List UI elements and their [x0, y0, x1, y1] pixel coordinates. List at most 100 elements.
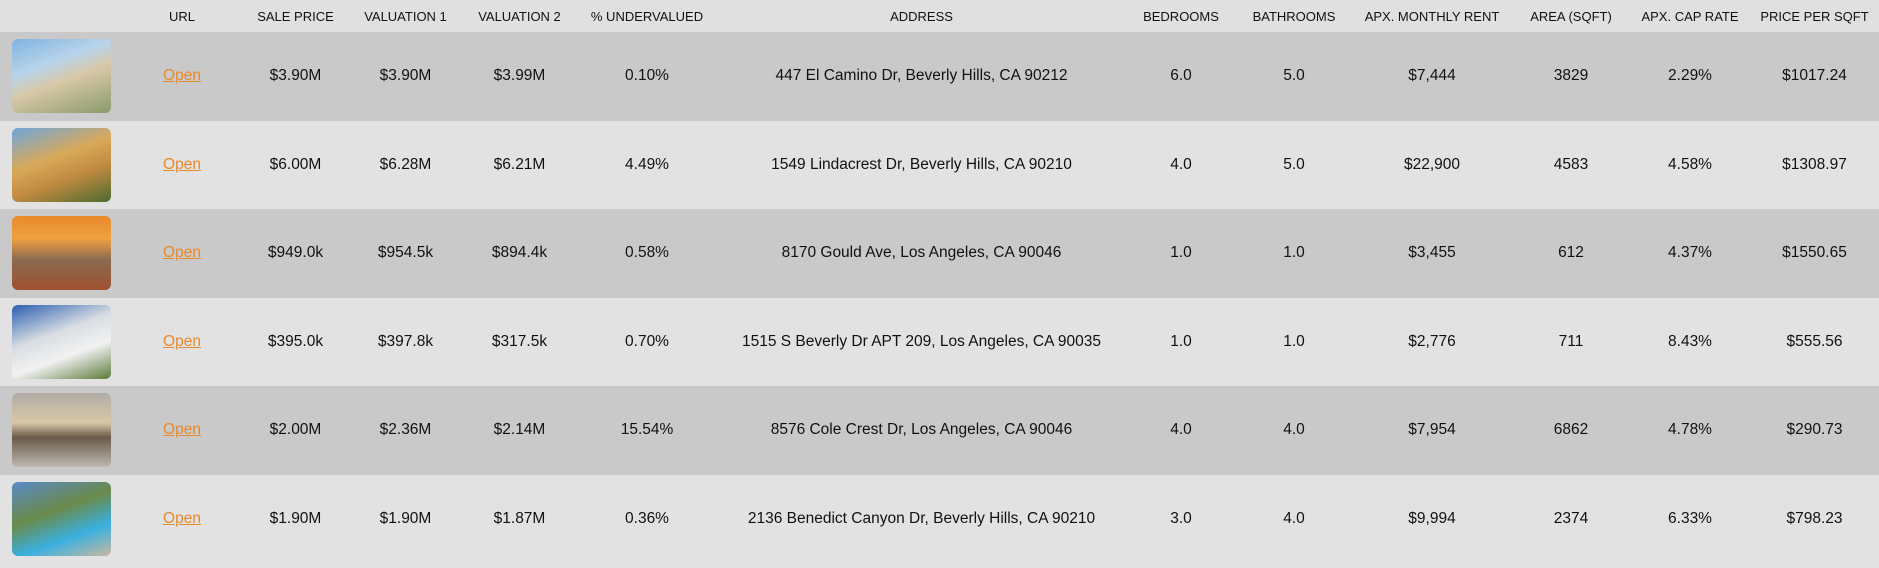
table-cell: Open	[122, 474, 242, 563]
cell-text: $894.4k	[491, 244, 548, 262]
cell-text: 8576 Cole Crest Dr, Los Angeles, CA 9004…	[770, 421, 1073, 439]
table-cell: 447 El Camino Dr, Beverly Hills, CA 9021…	[717, 32, 1126, 121]
table-cell: 612	[1512, 209, 1630, 298]
table-cell: $2.36M	[349, 386, 462, 475]
table-cell: 1.0	[1236, 297, 1352, 386]
table-cell: $1550.65	[1750, 209, 1879, 298]
cell-text: 0.10%	[625, 67, 669, 85]
header-cell: AREA (SQFT)	[1512, 0, 1630, 32]
cell-text: 4583	[1553, 155, 1589, 173]
cell-text: $954.5k	[377, 244, 434, 262]
table-row: Open $3.90M $3.90M $3.99M 0.10% 447 El Camino…	[0, 32, 1879, 121]
cell-text: $3.99M	[493, 67, 546, 85]
cell-text: $2.36M	[379, 421, 432, 439]
photo-cell	[0, 297, 122, 386]
table-cell: $9,994	[1352, 474, 1512, 563]
table-cell: $22,900	[1352, 120, 1512, 209]
table-cell: $7,954	[1352, 386, 1512, 475]
table-cell: 2136 Benedict Canyon Dr, Beverly Hills, …	[717, 474, 1126, 563]
cell-text: $3.90M	[269, 67, 322, 85]
table-cell: $3.90M	[242, 32, 349, 121]
header-row: URL SALE PRICE VALUATION 1 VALUATION 2% UND…	[0, 0, 1879, 32]
table-cell: 3.0	[1126, 474, 1236, 563]
table-cell: Open	[122, 386, 242, 475]
cell-text: 5.0	[1283, 155, 1305, 173]
table-cell: Open	[122, 120, 242, 209]
cell-text: $6.28M	[379, 155, 432, 173]
cell-text: $397.8k	[377, 332, 434, 350]
cell-text: $1308.97	[1782, 155, 1847, 173]
table-cell: 711	[1512, 297, 1630, 386]
cell-text: 1515 S Beverly Dr APT 209, Los Angeles, …	[741, 332, 1102, 350]
header-cell: % UNDERVALUED	[577, 0, 717, 32]
open-link[interactable]: Open	[163, 67, 201, 85]
cell-text: 3.0	[1170, 509, 1192, 527]
cell-text: 8.43%	[1668, 332, 1712, 350]
header-cell: ADDRESS	[717, 0, 1126, 32]
cell-text: $290.73	[1786, 421, 1843, 439]
cell-text: 1.0	[1283, 244, 1305, 262]
photo-cell	[0, 209, 122, 298]
table-row: Open $6.00M $6.28M $6.21M 4.49% 1549 Lindacre…	[0, 120, 1879, 209]
table-cell: 4.0	[1126, 120, 1236, 209]
table-cell: $949.0k	[242, 209, 349, 298]
cell-text: 4.0	[1283, 509, 1305, 527]
cell-text: 2.29%	[1668, 67, 1712, 85]
header-cell	[0, 0, 122, 32]
property-photo	[12, 127, 111, 202]
table-cell: $555.56	[1750, 297, 1879, 386]
cell-text: $2.00M	[269, 421, 322, 439]
cell-text: $3,455	[1408, 244, 1456, 262]
table-cell: $317.5k	[462, 297, 577, 386]
cell-text: $2.14M	[493, 421, 546, 439]
table-cell: $6.21M	[462, 120, 577, 209]
table-cell: 4.58%	[1630, 120, 1750, 209]
cell-text: $949.0k	[267, 244, 324, 262]
table-cell: 0.70%	[577, 297, 717, 386]
cell-text: 1.0	[1170, 244, 1192, 262]
table-cell: $1.90M	[242, 474, 349, 563]
table-cell: $2.00M	[242, 386, 349, 475]
table-cell: 4.49%	[577, 120, 717, 209]
open-link[interactable]: Open	[163, 332, 201, 350]
table-cell: 8576 Cole Crest Dr, Los Angeles, CA 9004…	[717, 386, 1126, 475]
table-cell: $1308.97	[1750, 120, 1879, 209]
table-cell: 5.0	[1236, 120, 1352, 209]
table-cell: 4.0	[1126, 386, 1236, 475]
cell-text: $9,994	[1408, 509, 1456, 527]
open-link[interactable]: Open	[163, 509, 201, 527]
table-cell: 1549 Lindacrest Dr, Beverly Hills, CA 90…	[717, 120, 1126, 209]
table-cell: 0.10%	[577, 32, 717, 121]
open-link[interactable]: Open	[163, 421, 201, 439]
table-cell: $2,776	[1352, 297, 1512, 386]
table-cell: $397.8k	[349, 297, 462, 386]
cell-text: $1.90M	[379, 509, 432, 527]
table-cell: 4.0	[1236, 474, 1352, 563]
cell-text: $22,900	[1403, 155, 1461, 173]
photo-cell	[0, 32, 122, 121]
table-cell: $1.90M	[349, 474, 462, 563]
cell-text: 6862	[1553, 421, 1589, 439]
table-cell: 8.43%	[1630, 297, 1750, 386]
cell-text: 1.0	[1283, 332, 1305, 350]
cell-text: 6.33%	[1668, 509, 1712, 527]
table-cell: 6862	[1512, 386, 1630, 475]
open-link[interactable]: Open	[163, 155, 201, 173]
table-cell: 8170 Gould Ave, Los Angeles, CA 90046	[717, 209, 1126, 298]
table-cell: Open	[122, 32, 242, 121]
table-cell: Open	[122, 209, 242, 298]
table-cell: $3.99M	[462, 32, 577, 121]
table-row: Open $949.0k $954.5k $894.4k 0.58% 8170 Gould…	[0, 209, 1879, 298]
table-body: Open $3.90M $3.90M $3.99M 0.10% 447 El Camino…	[0, 32, 1879, 563]
open-link[interactable]: Open	[163, 244, 201, 262]
table-cell: Open	[122, 297, 242, 386]
table-cell: $894.4k	[462, 209, 577, 298]
cell-text: 4.0	[1283, 421, 1305, 439]
cell-text: 0.36%	[625, 509, 669, 527]
cell-text: 4.58%	[1668, 155, 1712, 173]
cell-text: 0.58%	[625, 244, 669, 262]
cell-text: $3.90M	[379, 67, 432, 85]
table-row: Open $2.00M $2.36M $2.14M 15.54% 8576 Cole Cr…	[0, 386, 1879, 475]
